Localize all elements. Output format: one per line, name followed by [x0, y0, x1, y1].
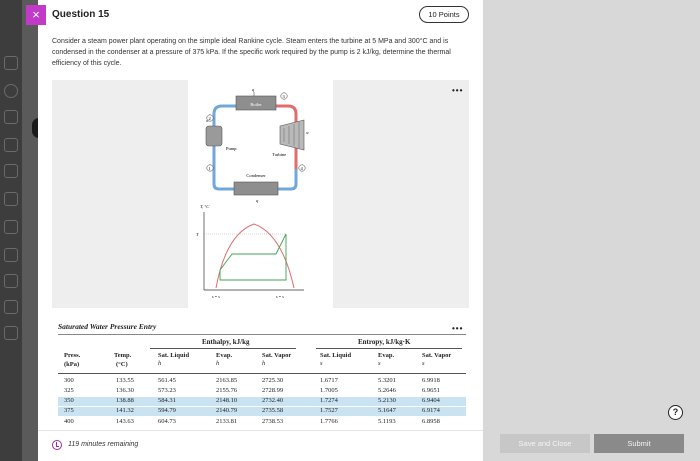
t3-label: T — [196, 232, 199, 237]
points-badge: 10 Points — [419, 6, 469, 23]
header-sf: s — [320, 360, 323, 367]
book-icon — [4, 220, 18, 234]
people-icon — [4, 300, 18, 314]
question-title: Question 15 — [52, 9, 110, 20]
header-temp-unit: (°C) — [116, 361, 128, 368]
table-row: 325 136.30 573.23 2155.76 2728.99 1.7005 5.… — [64, 387, 440, 394]
header-sat-liquid-s: Sat. Liquid — [320, 352, 352, 359]
boiler-label: Boiler — [250, 102, 262, 107]
pump-label: Pump — [226, 146, 237, 151]
help-icon: ? — [672, 407, 679, 417]
image-backdrop-left — [52, 80, 188, 308]
state-4: 4 — [301, 166, 304, 171]
search-icon — [4, 56, 18, 70]
s12-label: s = s — [212, 294, 220, 299]
back-icon — [4, 274, 18, 288]
grid-icon — [4, 110, 18, 124]
w-turb-label: w — [306, 130, 309, 135]
rankine-cycle-figure[interactable]: Boiler q Pump w Turbine w Condenser q 1 … — [196, 84, 316, 306]
header-press: Press. — [64, 352, 81, 359]
help-button[interactable]: ? — [668, 405, 683, 420]
s34-label: s = s — [276, 294, 284, 299]
entropy-group: Entropy, kJ/kg·K — [358, 338, 411, 346]
q-out-label: q — [256, 198, 259, 203]
flag-icon — [4, 326, 18, 340]
header-sat-vapor-h: Sat. Vapor — [262, 352, 292, 359]
turbine-label: Turbine — [272, 152, 286, 157]
header-press-unit: (kPa) — [64, 361, 80, 368]
enthalpy-group: Enthalpy, kJ/kg — [202, 338, 250, 346]
header-hg: h — [262, 360, 266, 367]
condenser-label: Condenser — [246, 173, 266, 178]
close-button[interactable]: × — [26, 5, 46, 25]
steam-table[interactable]: Enthalpy, kJ/kg Entropy, kJ/kg·K Press. … — [58, 334, 466, 426]
list-icon — [4, 164, 18, 178]
w-pump-label: w — [206, 118, 209, 123]
turbine — [279, 119, 305, 151]
header-sfg: s — [378, 360, 381, 367]
state-2: 2 — [209, 116, 211, 121]
condenser — [233, 181, 279, 196]
background-sidebar — [0, 0, 22, 461]
save-and-close-button[interactable]: Save and Close — [500, 434, 590, 453]
header-evap-s: Evap. — [378, 352, 395, 359]
mail-icon — [4, 192, 18, 206]
calendar-icon — [4, 138, 18, 152]
header-evap-h: Evap. — [216, 352, 233, 359]
table-row-partial: 400 143.63 604.73 2133.81 2738.53 1.7766 5.… — [64, 418, 440, 425]
table-row: 300 133.55 561.45 2163.85 2725.30 1.6717 5.… — [64, 377, 440, 384]
header-hf: h — [158, 360, 162, 367]
state-1: 1 — [209, 166, 211, 171]
timer-icon — [52, 440, 62, 450]
submit-button[interactable]: Submit — [594, 434, 684, 453]
question-text: Consider a steam power plant operating o… — [52, 38, 451, 67]
table-row-highlighted: 375 141.32 594.79 2140.79 2735.58 1.7527 5.… — [58, 407, 466, 416]
bottom-bar: 119 minutes remaining — [38, 430, 483, 461]
background-course-strip — [22, 0, 46, 461]
t-axis-label: T, °C — [200, 204, 210, 210]
header-sat-liquid-h: Sat. Liquid — [158, 352, 190, 359]
header-hfg: h — [216, 360, 220, 367]
q-in-label: q — [252, 87, 255, 92]
more-options-icon[interactable]: ••• — [452, 86, 464, 95]
pump — [205, 125, 223, 147]
table-row-highlighted: 350 138.88 584.31 2148.10 2732.40 1.7274 5.… — [58, 397, 466, 406]
header-sg: s — [422, 360, 425, 367]
close-icon: × — [32, 7, 40, 22]
globe-icon — [4, 84, 18, 98]
table-caption: Saturated Water Pressure Entry — [58, 322, 157, 331]
saturation-dome — [215, 223, 295, 289]
chat-icon — [4, 248, 18, 262]
background-right-area — [483, 0, 700, 461]
timer-text: 119 minutes remaining — [68, 441, 139, 448]
more-options-icon-table[interactable]: ••• — [452, 324, 464, 333]
state-3: 3 — [283, 94, 286, 99]
image-backdrop-right — [333, 80, 469, 308]
header-sat-vapor-s: Sat. Vapor — [422, 352, 452, 359]
boiler — [235, 95, 277, 111]
header-temp: Temp. — [114, 352, 132, 359]
